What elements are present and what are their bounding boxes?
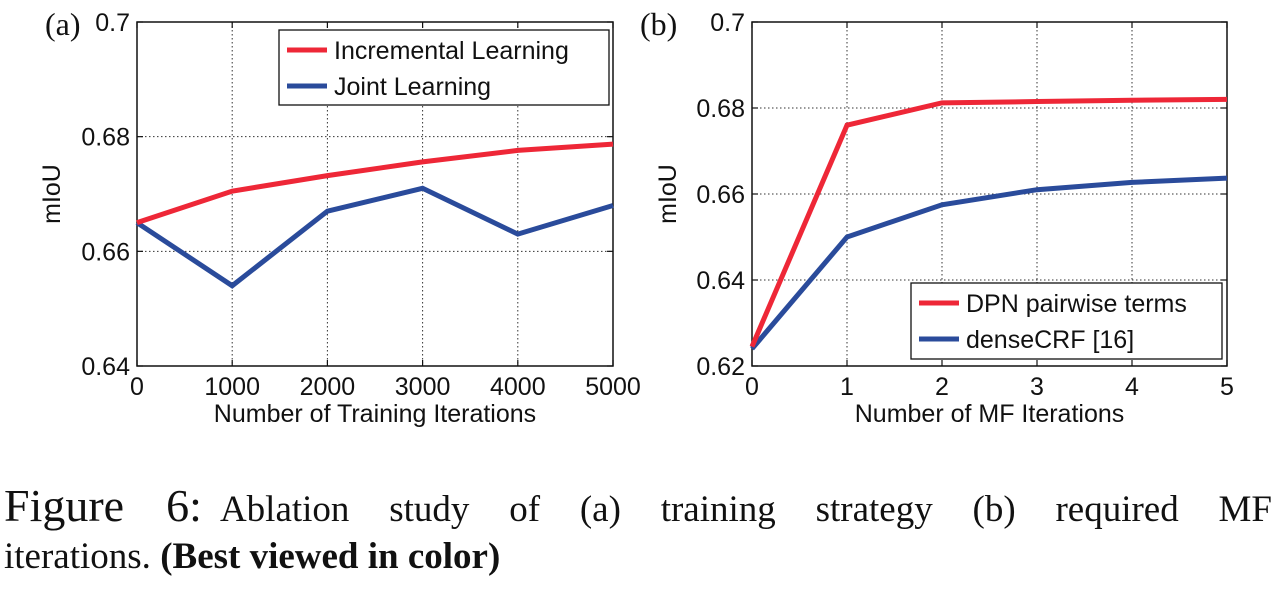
y-axis-label: mIoU <box>38 164 66 224</box>
y-axis-label: mIoU <box>654 164 682 224</box>
y-tick-label: 0.64 <box>81 353 130 381</box>
legend: Incremental Learning Joint Learning <box>278 29 610 106</box>
x-tick-label: 2000 <box>300 373 356 401</box>
caption-text: Ablation study of (a) training strategy … <box>219 489 1272 530</box>
legend: DPN pairwise terms denseCRF [16] <box>910 282 1223 360</box>
caption-label: Figure 6: <box>4 480 202 531</box>
series-line-2 <box>135 185 614 289</box>
x-tick-label: 5000 <box>585 373 641 401</box>
legend-entry: DPN pairwise terms <box>966 290 1187 318</box>
series-line-1 <box>136 141 614 226</box>
x-tick-label: 0 <box>745 373 759 401</box>
x-tick-label: 4000 <box>490 373 546 401</box>
y-tick-label: 0.68 <box>696 95 745 123</box>
x-tick-label: 5 <box>1220 373 1234 401</box>
series-line-2 <box>750 175 1228 351</box>
y-tick-label: 0.7 <box>95 9 130 37</box>
legend-box <box>910 282 1223 360</box>
y-tick-label: 0.7 <box>710 9 745 37</box>
series-line-1 <box>749 96 1228 348</box>
y-tick-label: 0.68 <box>81 124 130 152</box>
x-tick-label: 3 <box>1030 373 1044 401</box>
x-tick-label: 3000 <box>395 373 451 401</box>
y-tick-label: 0.62 <box>696 353 745 381</box>
y-tick-label: 0.64 <box>696 267 745 295</box>
x-tick-label: 0 <box>130 373 144 401</box>
chart-panel-a: 0 1000 2000 3000 4000 5000 0.64 0.66 0.68 0.7 Numb… <box>38 6 641 428</box>
x-tick-label: 2 <box>935 373 949 401</box>
legend-entry: denseCRF [16] <box>966 326 1134 354</box>
x-axis-label: Number of Training Iterations <box>214 400 536 428</box>
caption-text-line2: iterations. <box>4 536 151 577</box>
y-tick-label: 0.66 <box>81 238 130 266</box>
plot-area <box>136 21 614 367</box>
chart-panel-b: 0 1 2 3 4 5 0.62 0.64 0.66 0.68 0.7 Number of MF It… <box>640 6 1234 428</box>
x-tick-label: 1 <box>840 373 854 401</box>
x-tick-label: 1000 <box>204 373 260 401</box>
y-tick-label: 0.66 <box>696 181 745 209</box>
x-tick-label: 4 <box>1125 373 1139 401</box>
figure-caption: Figure 6: Ablation study of (a) training … <box>4 482 1272 580</box>
legend-entry: Joint Learning <box>334 73 491 101</box>
panel-label: (b) <box>640 6 677 42</box>
panel-label: (a) <box>45 6 81 42</box>
caption-bold: (Best viewed in color) <box>160 536 501 577</box>
x-axis-label: Number of MF Iterations <box>855 400 1125 428</box>
legend-entry: Incremental Learning <box>334 37 569 65</box>
legend-box <box>278 29 610 106</box>
